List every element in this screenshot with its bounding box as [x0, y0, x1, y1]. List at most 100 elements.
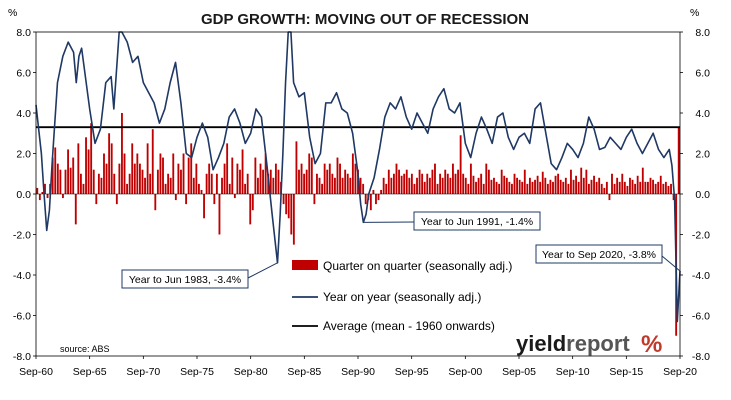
bar-quarter-on-quarter: [403, 173, 406, 194]
bar-quarter-on-quarter: [434, 163, 436, 195]
bar-quarter-on-quarter: [664, 181, 667, 194]
bar-quarter-on-quarter: [395, 163, 398, 195]
bar-quarter-on-quarter: [552, 181, 554, 194]
bar-quarter-on-quarter: [359, 177, 362, 194]
brand-part-2: report: [566, 331, 630, 356]
bar-quarter-on-quarter: [531, 181, 534, 194]
bar-quarter-on-quarter: [180, 169, 182, 194]
bar-quarter-on-quarter: [400, 175, 403, 194]
brand-part-1: yield: [516, 331, 566, 356]
bar-quarter-on-quarter: [639, 181, 642, 194]
bar-quarter-on-quarter: [128, 173, 131, 194]
bar-quarter-on-quarter: [387, 169, 390, 194]
bar-quarter-on-quarter: [446, 173, 449, 194]
bar-quarter-on-quarter: [631, 179, 634, 194]
bar-quarter-on-quarter: [657, 181, 660, 194]
bar-quarter-on-quarter: [172, 153, 175, 194]
annotation-label: Year to Sep 2020, -3.8%: [542, 249, 656, 261]
bar-quarter-on-quarter: [380, 189, 383, 194]
bar-quarter-on-quarter: [580, 167, 583, 194]
bar-quarter-on-quarter: [477, 177, 480, 194]
y-tick-label-left: 2.0: [16, 149, 31, 161]
bar-quarter-on-quarter: [126, 183, 129, 195]
y-tick-label-left: 4.0: [16, 108, 31, 120]
bar-quarter-on-quarter: [331, 173, 334, 194]
y-tick-label-left: 8.0: [16, 27, 31, 39]
bar-quarter-on-quarter: [490, 179, 493, 194]
bar-quarter-on-quarter: [51, 157, 54, 194]
bar-quarter-on-quarter: [133, 163, 136, 195]
bar-quarter-on-quarter: [154, 194, 157, 211]
bar-quarter-on-quarter: [577, 181, 580, 194]
bar-quarter-on-quarter: [670, 183, 672, 195]
bar-quarter-on-quarter: [190, 143, 193, 195]
bar-quarter-on-quarter: [623, 181, 626, 194]
x-tick-label: Sep-00: [448, 366, 482, 378]
svg-text:yieldreport: yieldreport: [516, 331, 630, 356]
bar-quarter-on-quarter: [141, 169, 144, 194]
y-axis-left-unit: %: [8, 7, 17, 19]
bar-quarter-on-quarter: [64, 169, 67, 194]
bar-quarter-on-quarter: [308, 153, 311, 194]
bar-quarter-on-quarter: [454, 173, 457, 194]
bar-quarter-on-quarter: [444, 169, 447, 194]
bar-quarter-on-quarter: [636, 175, 639, 194]
bar-quarter-on-quarter: [115, 194, 118, 205]
bar-quarter-on-quarter: [562, 181, 565, 194]
bar-quarter-on-quarter: [567, 183, 570, 195]
bar-quarter-on-quarter: [377, 194, 380, 201]
bar-quarter-on-quarter: [626, 185, 629, 194]
bar-quarter-on-quarter: [162, 157, 164, 194]
bar-quarter-on-quarter: [300, 163, 303, 195]
bar-quarter-on-quarter: [603, 187, 606, 194]
bar-quarter-on-quarter: [87, 149, 90, 194]
bar-quarter-on-quarter: [536, 175, 539, 194]
bar-quarter-on-quarter: [108, 133, 111, 194]
bar-quarter-on-quarter: [323, 163, 326, 195]
bar-quarter-on-quarter: [113, 173, 116, 194]
bar-quarter-on-quarter: [487, 169, 490, 194]
bar-quarter-on-quarter: [498, 183, 501, 195]
annotation-leader: [661, 255, 681, 272]
annotation-box: [413, 211, 541, 231]
bar-quarter-on-quarter: [593, 175, 595, 194]
bar-quarter-on-quarter: [634, 183, 637, 195]
bar-quarter-on-quarter: [159, 153, 162, 194]
bar-quarter-on-quarter: [295, 141, 298, 194]
bar-quarter-on-quarter: [339, 163, 341, 195]
bar-quarter-on-quarter: [310, 157, 313, 194]
bar-quarter-on-quarter: [485, 163, 488, 195]
bar-quarter-on-quarter: [208, 163, 211, 195]
annotations: Year to Jun 1983, -3.4% Year to Jun 1991,…: [121, 211, 681, 289]
bar-quarter-on-quarter: [269, 169, 272, 194]
bar-quarter-on-quarter: [351, 153, 354, 194]
bar-quarter-on-quarter: [405, 169, 408, 194]
bar-quarter-on-quarter: [372, 189, 375, 194]
bar-quarter-on-quarter: [436, 183, 439, 195]
bar-quarter-on-quarter: [421, 173, 424, 194]
bar-quarter-on-quarter: [659, 175, 662, 194]
y-tick-label-left: 6.0: [16, 68, 31, 80]
bar-quarter-on-quarter: [572, 179, 575, 194]
y-tick-label-right: 6.0: [695, 68, 710, 80]
bar-quarter-on-quarter: [79, 173, 82, 194]
bar-quarter-on-quarter: [521, 181, 524, 194]
bar-quarter-on-quarter: [349, 177, 352, 194]
bar-quarter-on-quarter: [218, 194, 221, 235]
bar-quarter-on-quarter: [641, 167, 644, 194]
bar-quarter-on-quarter: [364, 194, 367, 205]
bar-quarter-on-quarter: [149, 173, 152, 194]
bar-quarter-on-quarter: [118, 163, 121, 195]
bar-quarter-on-quarter: [611, 173, 613, 194]
bar-quarter-on-quarter: [503, 175, 506, 194]
bar-quarter-on-quarter: [213, 194, 216, 205]
bar-quarter-on-quarter: [287, 194, 290, 219]
bar-quarter-on-quarter: [318, 177, 321, 194]
bar-quarter-on-quarter: [41, 191, 44, 194]
bar-quarter-on-quarter: [321, 183, 324, 195]
bar-quarter-on-quarter: [257, 177, 259, 194]
bar-quarter-on-quarter: [292, 194, 295, 245]
bar-quarter-on-quarter: [667, 185, 670, 194]
x-tick-label: Sep-05: [502, 366, 536, 378]
bar-quarter-on-quarter: [233, 194, 236, 199]
